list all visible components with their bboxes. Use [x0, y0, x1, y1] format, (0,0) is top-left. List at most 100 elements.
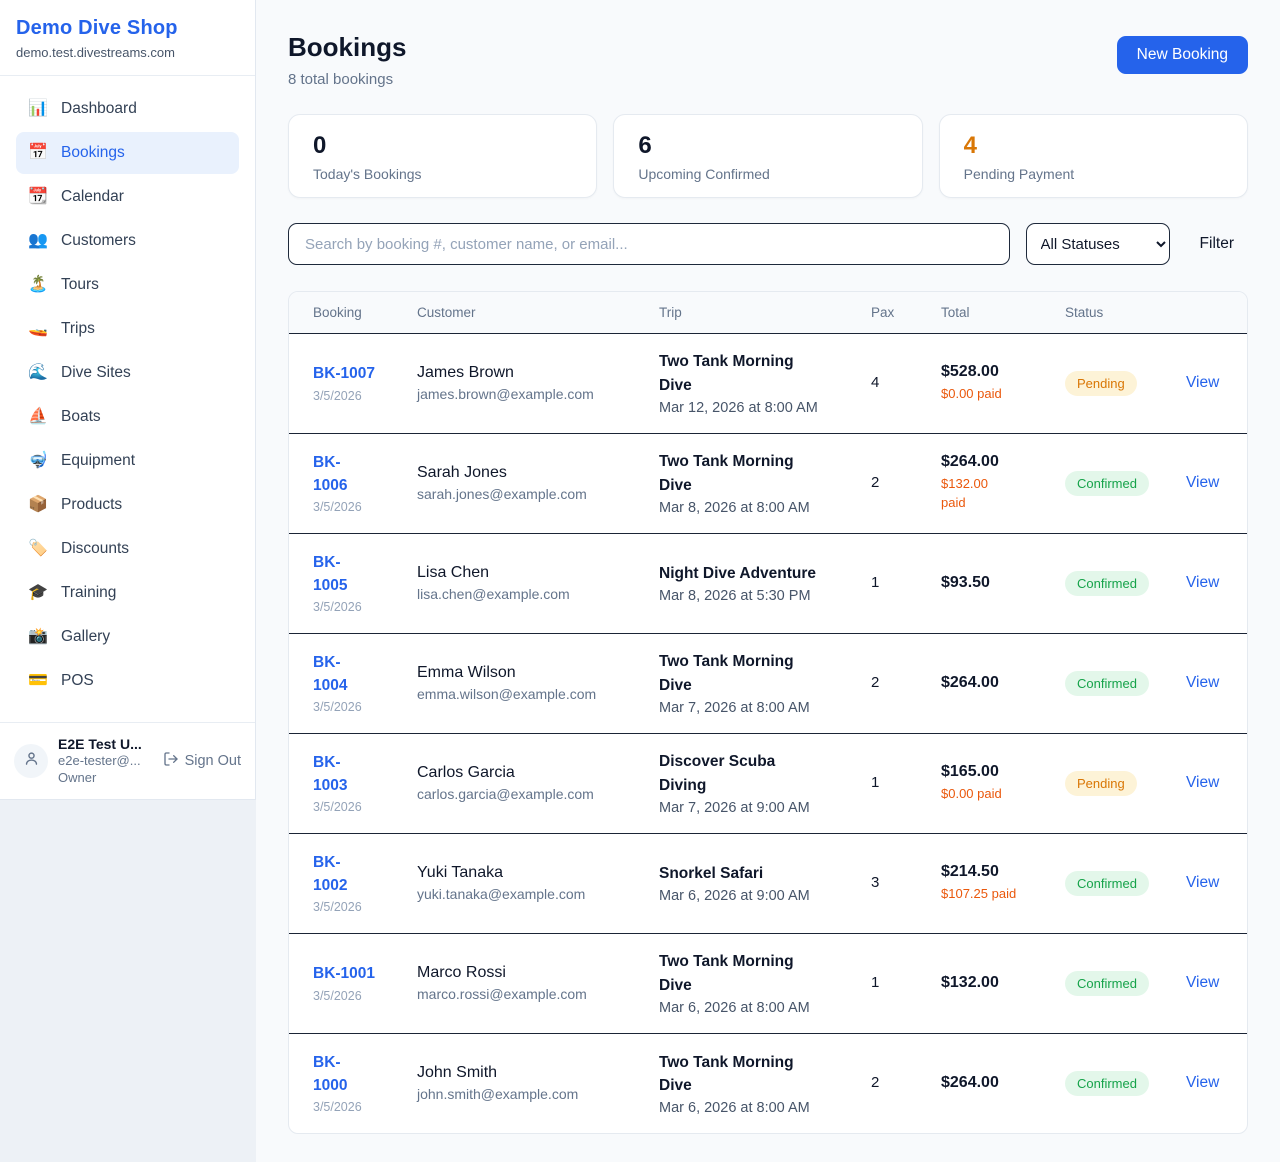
pax-cell: 1 [855, 533, 925, 633]
booking-number-link[interactable]: BK- 1000 [313, 1054, 348, 1094]
sidebar-item-tours[interactable]: 🏝️ Tours [16, 264, 239, 306]
sign-out-label: Sign Out [184, 753, 241, 770]
booking-number-link[interactable]: BK- 1002 [313, 854, 348, 894]
trip-datetime: Mar 6, 2026 at 9:00 AM [659, 888, 810, 905]
customer-cell: Marco Rossi marco.rossi@example.com [401, 933, 643, 1033]
customer-email: carlos.garcia@example.com [417, 786, 594, 802]
stat-label: Upcoming Confirmed [638, 165, 770, 182]
sidebar-item-products[interactable]: 📦 Products [16, 484, 239, 526]
user-role: Owner [58, 770, 97, 786]
column-header-total: Total [941, 304, 970, 320]
graduation-cap-icon: 🎓 [28, 584, 48, 601]
view-link[interactable]: View [1186, 1074, 1220, 1092]
stat-card-todays-bookings: 0 Today's Bookings [288, 114, 598, 198]
customer-name: Emma Wilson [417, 664, 516, 681]
total-amount: $132.00 [941, 974, 999, 991]
sidebar-item-label: Products [61, 496, 123, 513]
diving-mask-icon: 🤿 [28, 452, 48, 469]
status-select[interactable]: All Statuses [1025, 223, 1170, 265]
trip-name: Two Tank Morning Dive [659, 453, 794, 494]
sign-out-button[interactable]: Sign Out [163, 751, 241, 771]
customer-email: james.brown@example.com [417, 386, 594, 402]
sidebar-item-trips[interactable]: 🚤 Trips [16, 308, 239, 350]
status-cell: Confirmed [1049, 533, 1170, 633]
customer-name: Sarah Jones [417, 464, 507, 481]
status-badge: Pending [1065, 370, 1137, 396]
sidebar-item-label: Bookings [61, 144, 125, 161]
sidebar-item-equipment[interactable]: 🤿 Equipment [16, 440, 239, 482]
booking-cell: BK- 1002 3/5/2026 [289, 833, 401, 933]
view-link[interactable]: View [1186, 374, 1220, 391]
sidebar-item-calendar[interactable]: 📆 Calendar [16, 176, 239, 218]
pax-count: 3 [871, 874, 880, 891]
column-header-status: Status [1065, 304, 1104, 320]
tear-off-calendar-icon: 📆 [28, 188, 48, 205]
sidebar-item-bookings[interactable]: 📅 Bookings [16, 132, 239, 174]
sidebar-item-dashboard[interactable]: 📊 Dashboard [16, 88, 239, 130]
sidebar-item-pos[interactable]: 💳 POS [16, 660, 239, 702]
page-subtitle: 8 total bookings [288, 71, 394, 88]
stats-row: 0 Today's Bookings 6 Upcoming Confirmed … [288, 114, 1248, 198]
brand-name[interactable]: Demo Dive Shop [16, 17, 178, 39]
total-cell: $165.00 $0.00 paid [925, 733, 1049, 833]
total-cell: $264.00 $132.00 paid [925, 433, 1049, 533]
pax-count: 1 [871, 574, 880, 591]
booking-number-link[interactable]: BK-1007 [313, 365, 376, 383]
trip-name: Two Tank Morning Dive [659, 353, 794, 394]
view-link[interactable]: View [1186, 674, 1220, 691]
table-row: BK-1001 3/5/2026 Marco Rossi marco.rossi@ex… [289, 933, 1247, 1033]
sidebar-item-label: Customers [61, 232, 136, 249]
sidebar-item-dive-sites[interactable]: 🌊 Dive Sites [16, 352, 239, 394]
view-link[interactable]: View [1186, 474, 1220, 491]
user-section: E2E Test U... e2e-tester@... Owner Sign … [0, 722, 255, 799]
view-link[interactable]: View [1186, 574, 1220, 591]
sidebar-item-label: Discounts [61, 540, 130, 557]
sailboat-icon: ⛵ [28, 408, 48, 425]
view-link[interactable]: View [1186, 774, 1220, 791]
total-cell: $132.00 [925, 933, 1049, 1033]
sidebar-item-discounts[interactable]: 🏷️ Discounts [16, 528, 239, 570]
booking-number-link[interactable]: BK-1001 [313, 965, 376, 983]
filter-row: All Statuses Filter [288, 223, 1248, 265]
trip-datetime: Mar 7, 2026 at 9:00 AM [659, 799, 810, 816]
total-amount: $264.00 [941, 453, 999, 471]
pax-cell: 1 [855, 733, 925, 833]
customer-cell: Yuki Tanaka yuki.tanaka@example.com [401, 833, 643, 933]
page-header: Bookings 8 total bookings New Booking [288, 32, 1248, 88]
stat-value: 6 [638, 132, 652, 159]
sign-out-icon [163, 751, 179, 771]
paid-amount: $132.00 paid [941, 476, 988, 510]
filter-button[interactable]: Filter [1186, 235, 1248, 253]
total-cell: $264.00 [925, 1033, 1049, 1133]
sidebar-item-gallery[interactable]: 📸 Gallery [16, 616, 239, 658]
actions-cell: View [1170, 833, 1247, 933]
sidebar-item-boats[interactable]: ⛵ Boats [16, 396, 239, 438]
sidebar-item-training[interactable]: 🎓 Training [16, 572, 239, 614]
customer-email: yuki.tanaka@example.com [417, 886, 586, 902]
trip-cell: Two Tank Morning Dive Mar 7, 2026 at 8:00… [643, 633, 855, 733]
booking-number-link[interactable]: BK- 1006 [313, 454, 348, 494]
booking-date: 3/5/2026 [313, 599, 362, 614]
new-booking-button[interactable]: New Booking [1116, 36, 1248, 74]
people-icon: 👥 [28, 232, 48, 249]
booking-date: 3/5/2026 [313, 899, 362, 914]
status-badge: Pending [1065, 770, 1137, 796]
wave-icon: 🌊 [28, 364, 48, 381]
pax-count: 1 [871, 774, 880, 791]
table-row: BK- 1006 3/5/2026 Sarah Jones sarah.jones@ex… [289, 433, 1247, 533]
view-link[interactable]: View [1186, 974, 1220, 991]
search-input[interactable] [288, 223, 1010, 265]
sidebar-item-label: Equipment [61, 452, 136, 469]
booking-number-link[interactable]: BK- 1004 [313, 654, 348, 694]
booking-number-link[interactable]: BK- 1005 [313, 554, 348, 594]
customer-email: emma.wilson@example.com [417, 686, 597, 702]
status-cell: Confirmed [1049, 433, 1170, 533]
pax-count: 4 [871, 374, 880, 391]
sidebar-item-customers[interactable]: 👥 Customers [16, 220, 239, 262]
total-amount: $93.50 [941, 574, 990, 591]
view-link[interactable]: View [1186, 874, 1220, 891]
sidebar-item-label: Training [61, 584, 117, 601]
pax-count: 1 [871, 974, 880, 991]
booking-number-link[interactable]: BK- 1003 [313, 754, 348, 794]
status-cell: Confirmed [1049, 633, 1170, 733]
